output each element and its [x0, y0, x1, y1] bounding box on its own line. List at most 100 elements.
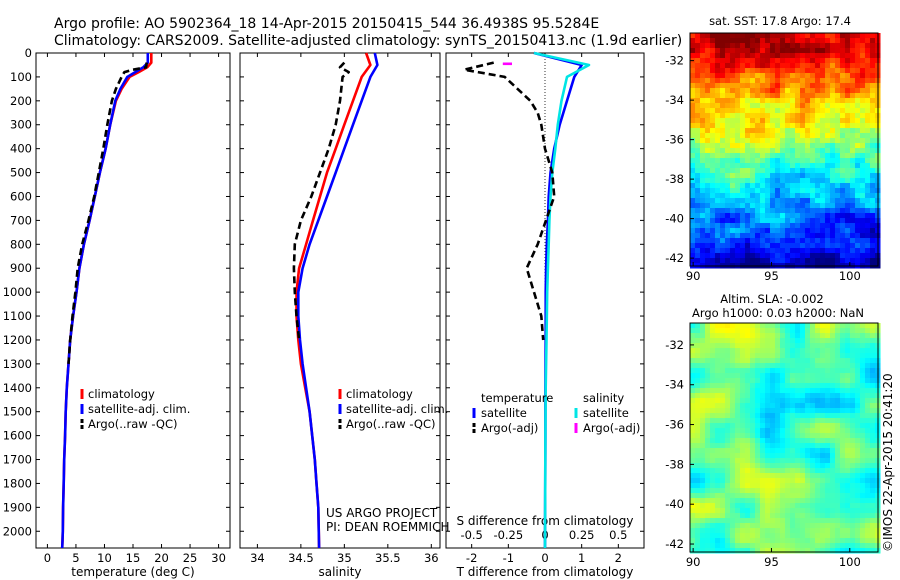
- series-line-satellite-adj-clim: [296, 52, 379, 549]
- x-tick-label: 20: [154, 551, 169, 565]
- legend-label: Argo(-adj): [481, 421, 538, 435]
- x-tick-label: 2: [615, 551, 622, 565]
- salinity-panel: 34 34.5 35 35.5 36 salinity climatologysatelli…: [239, 52, 448, 579]
- map-frame: [689, 32, 879, 267]
- credit-line-2: PI: DEAN ROEMMICH: [326, 520, 449, 534]
- legend-label: satellite-adj. clim.: [88, 402, 190, 416]
- legend-label: Argo(-adj): [583, 421, 640, 435]
- x-tick-label: 25: [183, 551, 198, 565]
- x-tick-label: 35.5: [375, 551, 401, 565]
- map-x-tick-label: 100: [839, 269, 861, 283]
- map-x-tick-label: 100: [839, 555, 861, 569]
- y-tick-label: 1000: [3, 285, 32, 299]
- x-axis-label: temperature (deg C): [71, 565, 194, 579]
- series-line-argo-raw-qc: [67, 62, 148, 364]
- legend-header-temperature: temperature: [481, 391, 553, 405]
- sst-map-panel: sat. SST: 17.8 Argo: 17.4 90 95 100 -32 -34 -3…: [665, 14, 881, 283]
- y-tick-label: 600: [10, 189, 32, 203]
- x-axis-label: T difference from climatology: [456, 565, 634, 579]
- x-tick-label: 15: [126, 551, 141, 565]
- sst-map-title: sat. SST: 17.8 Argo: 17.4: [709, 14, 851, 28]
- legend-label: satellite-adj. clim.: [346, 402, 448, 416]
- y-tick-label: 500: [10, 166, 32, 180]
- sst-heatmap: [690, 33, 881, 269]
- x-tick-label: 0: [541, 551, 548, 565]
- x-tick-label: 5: [72, 551, 79, 565]
- map-y-tick-label: -32: [665, 338, 684, 352]
- map-y-tick-label: -42: [665, 537, 684, 551]
- map-y-tick-label: -40: [665, 212, 684, 226]
- legend-label: climatology: [88, 387, 155, 401]
- map-x-tick-label: 95: [764, 555, 779, 569]
- legend-label: satellite: [481, 406, 527, 420]
- sla-map-title-2: Argo h1000: 0.03 h2000: NaN: [692, 306, 864, 320]
- legend-label: Argo(..raw -QC): [346, 417, 436, 431]
- credit-line-1: US ARGO PROJECT: [326, 506, 438, 520]
- y-tick-label: 200: [10, 94, 32, 108]
- map-frame: [689, 322, 879, 553]
- y-tick-label: 2000: [3, 524, 32, 538]
- map-y-tick-label: -34: [665, 378, 684, 392]
- x-tick-label: 1: [578, 551, 585, 565]
- secondary-tick-label: 0.5: [609, 528, 627, 542]
- legend-label: satellite: [583, 406, 629, 420]
- map-y-tick-label: -32: [665, 54, 684, 68]
- y-tick-label: 1400: [3, 381, 32, 395]
- map-y-tick-label: -36: [665, 133, 684, 147]
- series-line-climatology: [295, 52, 372, 549]
- y-tick-label: 700: [10, 213, 32, 227]
- x-tick-label: 10: [97, 551, 112, 565]
- map-y-tick-label: -42: [665, 251, 684, 265]
- secondary-tick-label: -0.25: [493, 528, 523, 542]
- series-line-argo-raw-qc: [292, 61, 351, 341]
- map-y-tick-label: -40: [665, 497, 684, 511]
- legend-header-salinity: salinity: [583, 391, 624, 405]
- x-tick-label: 30: [211, 551, 226, 565]
- legend-label: climatology: [346, 387, 413, 401]
- x-tick-label: 35: [337, 551, 352, 565]
- map-y-tick-label: -38: [665, 172, 684, 186]
- x-tick-label: 34: [250, 551, 265, 565]
- header-line-1: Argo profile: AO 5902364_18 14-Apr-2015 …: [54, 16, 599, 32]
- y-tick-label: 1500: [3, 405, 32, 419]
- map-y-tick-label: -38: [665, 457, 684, 471]
- secondary-tick-label: -0.5: [460, 528, 482, 542]
- map-y-tick-label: -34: [665, 93, 684, 107]
- y-tick-label: 100: [10, 70, 32, 84]
- x-axis-label: salinity: [318, 565, 361, 579]
- plot-frame: [239, 52, 441, 549]
- sla-map-title-1: Altim. SLA: -0.002: [720, 292, 824, 306]
- y-tick-label: 1100: [3, 309, 32, 323]
- x-tick-label: -2: [466, 551, 477, 565]
- y-tick-label: 1700: [3, 453, 32, 467]
- x-tick-label: 0: [44, 551, 51, 565]
- x-tick-label: 34.5: [288, 551, 314, 565]
- secondary-tick-label: 0.25: [569, 528, 595, 542]
- map-x-tick-label: 90: [686, 555, 701, 569]
- x-tick-label: -1: [503, 551, 514, 565]
- map-x-tick-label: 90: [686, 269, 701, 283]
- series-line-satellite-adj-clim: [60, 53, 150, 549]
- y-tick-label: 0: [25, 46, 32, 60]
- series-line-salinity-satellite: [533, 51, 591, 549]
- y-tick-label: 400: [10, 142, 32, 156]
- y-tick-label: 800: [10, 237, 32, 251]
- y-tick-label: 1600: [3, 429, 32, 443]
- legend-label: Argo(..raw -QC): [88, 417, 178, 431]
- map-y-tick-label: -36: [665, 418, 684, 432]
- y-tick-label: 300: [10, 118, 32, 132]
- y-tick-label: 1900: [3, 500, 32, 514]
- imos-watermark: ©IMOS 22-Apr-2015 20:41:20: [881, 373, 895, 552]
- map-x-tick-label: 95: [764, 269, 779, 283]
- y-tick-label: 900: [10, 261, 32, 275]
- temperature-panel: 0100200300400500600700800900100011001200…: [3, 46, 231, 579]
- sla-heatmap: [690, 323, 881, 554]
- y-tick-label: 1800: [3, 476, 32, 490]
- header-line-2: Climatology: CARS2009. Satellite-adjuste…: [54, 33, 682, 49]
- y-tick-label: 1200: [3, 333, 32, 347]
- y-tick-label: 1300: [3, 357, 32, 371]
- x-tick-label: 36: [424, 551, 439, 565]
